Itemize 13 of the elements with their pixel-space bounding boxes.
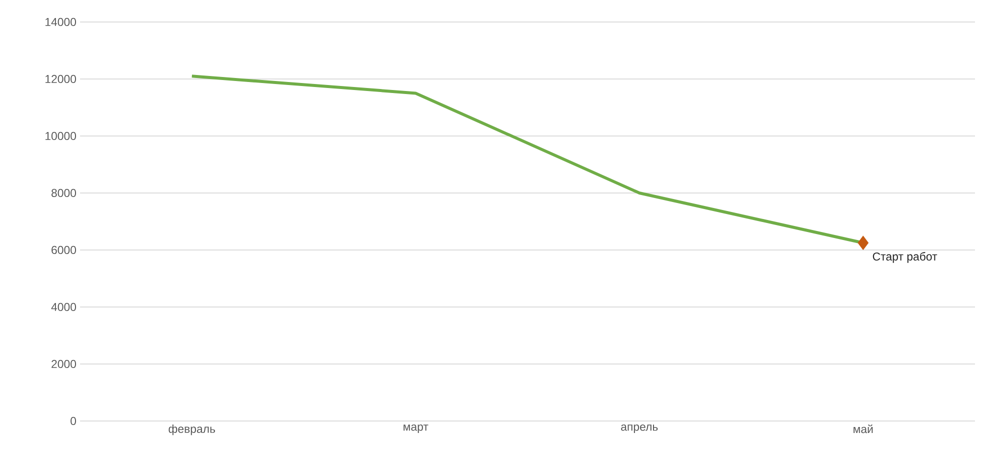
y-tick-label: 12000 — [46, 74, 76, 84]
x-tick-label: февраль — [168, 424, 216, 436]
y-tick-label: 4000 — [51, 302, 76, 312]
y-tick-label: 14000 — [46, 18, 76, 26]
y-tick-label: 0 — [70, 416, 76, 426]
annotation: Старт работ — [872, 252, 938, 263]
y-tick-label: 6000 — [52, 246, 76, 254]
y-tick-label: 2000 — [52, 360, 76, 368]
y-tick-label: 8000 — [52, 188, 76, 198]
x-tick-label: апрель — [621, 424, 658, 434]
x-tick-label: май — [854, 424, 873, 434]
x-tick-label: март — [404, 424, 428, 434]
y-tick-label: 10000 — [46, 132, 76, 140]
